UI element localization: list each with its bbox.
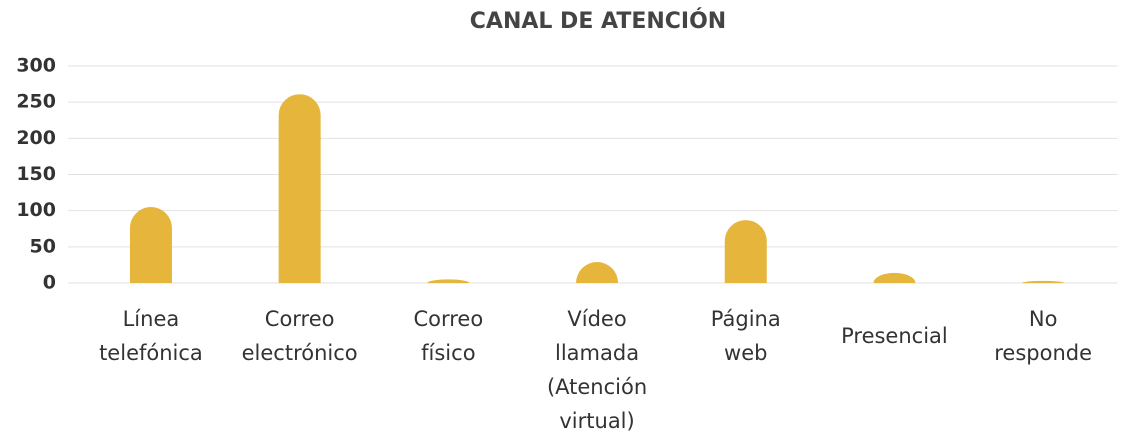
- bar: [724, 220, 767, 283]
- x-tick-label: Correo electrónico: [241, 307, 358, 365]
- x-tick-label: Línea telefónica: [99, 307, 203, 365]
- bar: [873, 272, 916, 283]
- x-tick-label: Vídeo llamada (Atención virtual): [546, 307, 648, 433]
- y-tick-label: 150: [16, 163, 56, 185]
- y-tick-label: 300: [16, 55, 56, 77]
- bar: [278, 94, 321, 284]
- bar: [129, 207, 172, 283]
- y-tick-label: 50: [30, 235, 56, 257]
- y-tick-label: 250: [16, 91, 56, 113]
- y-tick-label: 0: [43, 272, 56, 294]
- x-tick-label: Correo físico: [413, 307, 484, 365]
- x-tick-label: Presencial: [841, 324, 948, 348]
- chart-title: CANAL DE ATENCIÓN: [470, 8, 726, 34]
- bar: [427, 279, 470, 283]
- bar: [1022, 280, 1065, 283]
- y-tick-label: 100: [16, 199, 56, 221]
- x-tick-label: No responde: [994, 307, 1093, 365]
- bar: [576, 262, 619, 283]
- x-tick-label: Página web: [710, 307, 781, 365]
- y-tick-label: 200: [16, 127, 56, 149]
